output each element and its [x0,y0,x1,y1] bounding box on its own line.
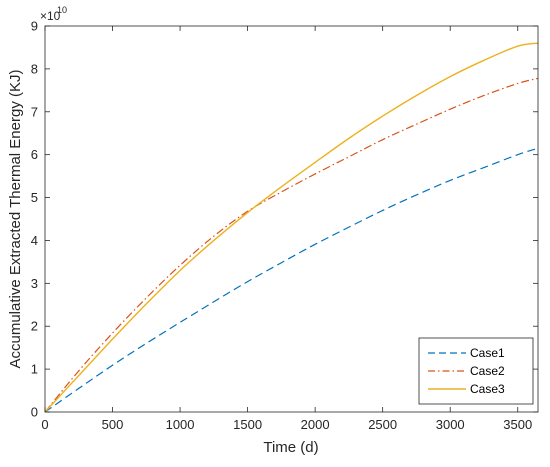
x-tick-label: 2500 [368,417,397,432]
x-tick-label: 500 [102,417,124,432]
y-tick-label: 7 [31,104,38,119]
x-tick-label: 3500 [503,417,532,432]
legend-label-case3: Case3 [470,382,505,396]
y-tick-label: 8 [31,61,38,76]
y-tick-label: 4 [31,233,38,248]
x-axis-label: Time (d) [263,439,318,456]
x-tick-label: 1500 [233,417,262,432]
series-line-case2 [44,77,539,413]
series-line-case1 [44,147,539,413]
legend: Case1 Case2 Case3 [418,337,534,405]
x-tick-label: 1000 [166,417,195,432]
x-tick-label: 0 [41,417,48,432]
y-exponent-power: 10 [57,5,67,15]
x-tick-label: 2000 [301,417,330,432]
y-tick-label: 9 [31,19,38,34]
x-tick-label: 3000 [436,417,465,432]
y-tick-label: 5 [31,190,38,205]
tick-layer: 0 500 1000 1500 2000 2500 3000 3500 0 1 2 3 4 5 6 7 8 9 [31,19,538,432]
y-tick-label: 2 [31,319,38,334]
legend-label-case1: Case1 [470,346,505,360]
plot-frame [44,25,539,413]
y-axis-label: Accumulative Extracted Thermal Energy (K… [7,69,24,368]
y-exponent-base: ×10 [40,9,61,23]
y-tick-label: 0 [31,405,38,420]
legend-label-case2: Case2 [470,364,505,378]
y-tick-label: 3 [31,276,38,291]
y-tick-label: 1 [31,362,38,377]
y-axis-exponent: ×10 10 [40,5,67,23]
y-tick-label: 6 [31,147,38,162]
series-layer [44,42,539,413]
series-line-case3 [44,42,539,413]
